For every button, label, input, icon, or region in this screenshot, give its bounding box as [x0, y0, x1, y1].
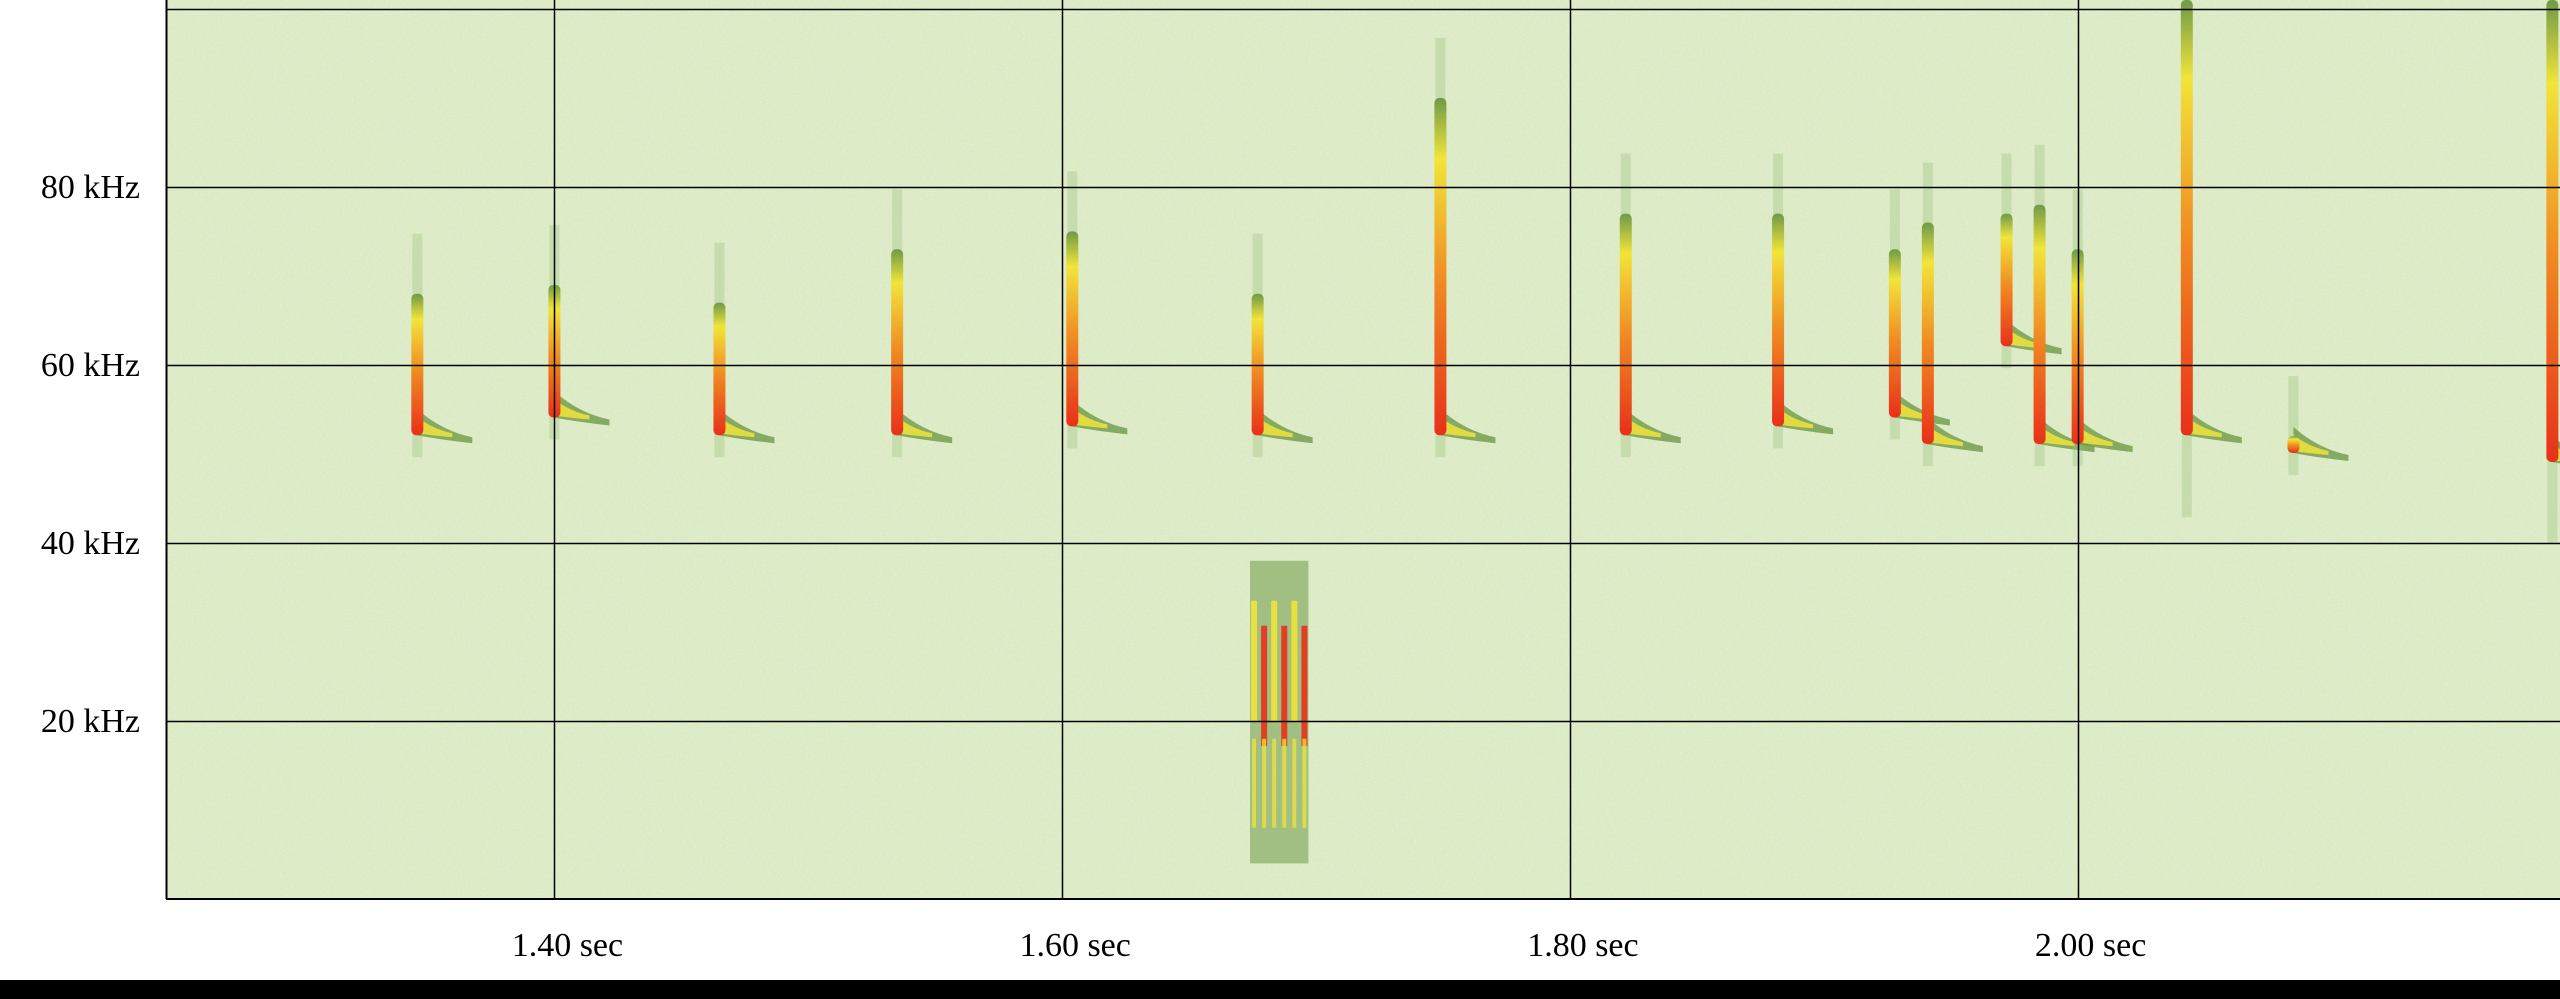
call-sweep: [1619, 213, 1632, 436]
call-sweep: [1772, 213, 1785, 427]
call-8: [1619, 153, 1681, 458]
call-15: [2180, 0, 2242, 518]
call-6: [1251, 233, 1313, 458]
call-4: [891, 189, 953, 458]
call-tail-core: [1072, 408, 1108, 429]
x-tick-label: 1.80 sec: [1527, 927, 1638, 964]
event-low-stripe: [1282, 738, 1287, 828]
broadband-event: [1250, 560, 1309, 864]
call-5: [1066, 171, 1128, 449]
echolocation-calls: [411, 0, 2560, 544]
call-tail-core: [719, 417, 755, 438]
call-sweep: [1251, 293, 1264, 436]
call-sweep: [2287, 436, 2300, 454]
event-stripe: [1261, 625, 1268, 746]
call-1: [411, 233, 473, 458]
event-low-stripe: [1262, 738, 1267, 828]
x-tick-label: 1.40 sec: [512, 927, 623, 964]
x-tick-label: 1.60 sec: [1019, 927, 1130, 964]
event-low-stripe: [1292, 738, 1297, 828]
call-sweep: [1066, 231, 1079, 427]
grid-lines: [166, 0, 2560, 899]
call-halo: [2288, 376, 2299, 476]
call-10: [1888, 189, 1950, 440]
call-sweep: [891, 249, 904, 436]
event-low-stripe: [1302, 738, 1307, 828]
call-sweep: [2546, 0, 2559, 462]
call-sweep: [411, 293, 424, 436]
event-low-stripe: [1272, 738, 1277, 828]
call-tail-core: [417, 417, 453, 438]
call-7: [1434, 37, 1496, 458]
bottom-border: [0, 980, 2560, 999]
call-tail-core: [2077, 426, 2113, 447]
call-9: [1772, 153, 1834, 449]
call-12: [2000, 153, 2062, 369]
event-stripe: [1271, 600, 1278, 721]
call-tail-core: [2006, 328, 2042, 349]
event-low-stripe: [1252, 738, 1257, 828]
call-sweep: [1921, 222, 1934, 445]
event-stripe: [1251, 600, 1258, 721]
y-tick-label: 40 kHz: [41, 525, 140, 562]
call-tail-core: [897, 417, 933, 438]
call-3: [713, 242, 775, 458]
plot-texture: [166, 0, 2560, 899]
event-stripe: [1301, 625, 1308, 746]
call-tail-core: [1894, 399, 1930, 420]
call-sweep: [2033, 204, 2046, 445]
y-tick-label: 20 kHz: [41, 703, 140, 740]
call-14: [2071, 189, 2133, 467]
call-tail-core: [1257, 417, 1293, 438]
y-tick-label: 60 kHz: [41, 347, 140, 384]
event-envelope: [1250, 560, 1309, 864]
call-sweep: [1434, 97, 1447, 436]
call-11: [1921, 162, 1983, 467]
call-17: [2546, 0, 2560, 544]
event-stripe: [1291, 600, 1298, 721]
call-tail-core: [1440, 417, 1476, 438]
call-sweep: [2071, 249, 2084, 445]
call-16: [2287, 376, 2349, 476]
call-tail-core: [1927, 426, 1963, 447]
call-sweep: [1888, 249, 1901, 418]
x-tick-labels: 1.40 sec 1.60 sec 1.80 sec 2.00 sec: [512, 927, 2147, 964]
event-stripe: [1281, 625, 1288, 746]
call-sweep: [2000, 213, 2013, 347]
call-tail-core: [1625, 417, 1661, 438]
call-tail-core: [2293, 435, 2329, 456]
y-tick-label: 80 kHz: [41, 169, 140, 206]
y-tick-labels: 20 kHz 40 kHz 60 kHz 80 kHz: [41, 169, 140, 740]
call-tail-core: [2039, 426, 2075, 447]
call-sweep: [713, 302, 726, 436]
call-tail-core: [2186, 417, 2222, 438]
call-tail-core: [1778, 408, 1814, 429]
x-tick-label: 2.00 sec: [2035, 927, 2146, 964]
call-sweep: [2180, 0, 2193, 436]
call-tail-core: [554, 399, 590, 420]
